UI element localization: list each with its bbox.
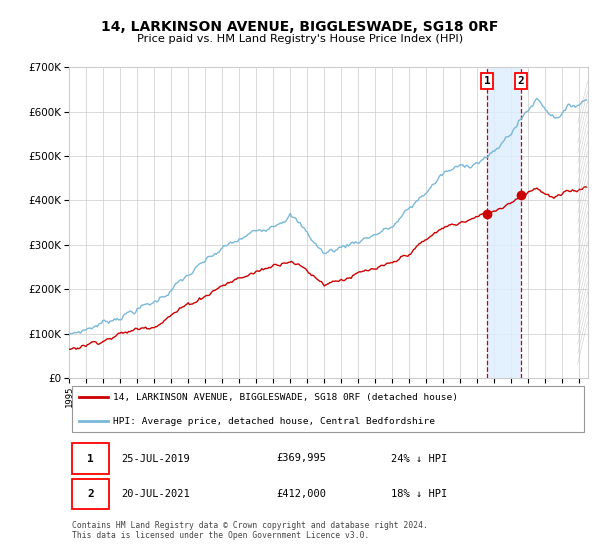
Text: 1: 1 bbox=[87, 454, 94, 464]
Text: 2: 2 bbox=[518, 76, 524, 86]
Text: Price paid vs. HM Land Registry's House Price Index (HPI): Price paid vs. HM Land Registry's House … bbox=[137, 34, 463, 44]
FancyBboxPatch shape bbox=[71, 444, 109, 474]
Text: 25-JUL-2019: 25-JUL-2019 bbox=[121, 454, 190, 464]
Text: £369,995: £369,995 bbox=[277, 454, 326, 464]
Text: 24% ↓ HPI: 24% ↓ HPI bbox=[391, 454, 447, 464]
Text: 14, LARKINSON AVENUE, BIGGLESWADE, SG18 0RF: 14, LARKINSON AVENUE, BIGGLESWADE, SG18 … bbox=[101, 20, 499, 34]
Text: 1: 1 bbox=[484, 76, 490, 86]
Text: 18% ↓ HPI: 18% ↓ HPI bbox=[391, 489, 447, 499]
FancyBboxPatch shape bbox=[71, 479, 109, 509]
Text: 14, LARKINSON AVENUE, BIGGLESWADE, SG18 0RF (detached house): 14, LARKINSON AVENUE, BIGGLESWADE, SG18 … bbox=[113, 393, 458, 402]
Text: £412,000: £412,000 bbox=[277, 489, 326, 499]
Text: HPI: Average price, detached house, Central Bedfordshire: HPI: Average price, detached house, Cent… bbox=[113, 417, 435, 426]
Text: Contains HM Land Registry data © Crown copyright and database right 2024.
This d: Contains HM Land Registry data © Crown c… bbox=[71, 521, 427, 540]
Text: 20-JUL-2021: 20-JUL-2021 bbox=[121, 489, 190, 499]
Text: 2: 2 bbox=[87, 489, 94, 499]
FancyBboxPatch shape bbox=[71, 386, 584, 432]
Bar bbox=[487, 67, 521, 378]
